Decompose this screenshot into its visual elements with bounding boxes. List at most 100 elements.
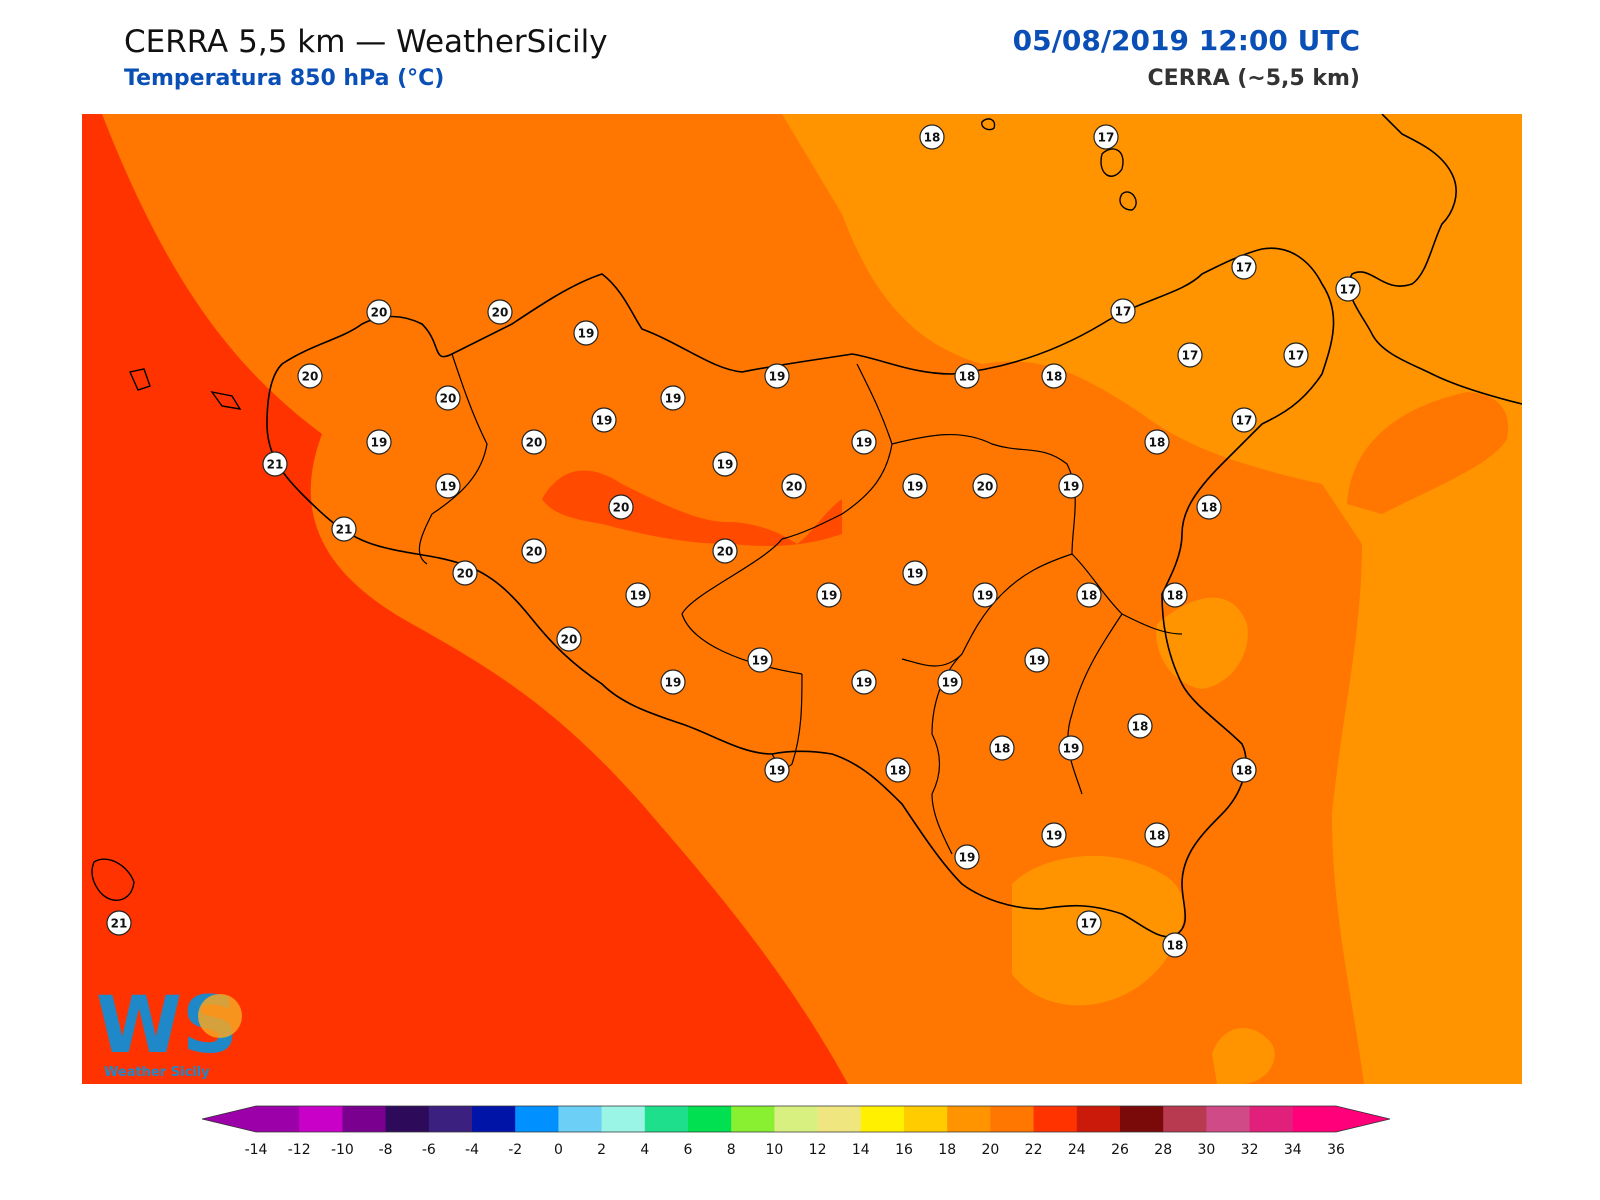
station-circle [521,538,547,564]
station-circle [106,910,132,936]
colorbar-tick-label: 12 [809,1142,827,1158]
station-marker: 17 [1110,298,1136,324]
station-circle [954,844,980,870]
station-marker: 18 [1127,713,1153,739]
station-marker: 19 [851,429,877,455]
station-value: 18 [1149,436,1166,450]
station-value: 18 [1236,764,1253,778]
colorbar-tick-label: 4 [640,1142,649,1158]
colorbar-segment [1120,1106,1164,1132]
colorbar-tick-label: -4 [465,1142,479,1158]
station-marker: 18 [1144,822,1170,848]
station-value: 18 [959,370,976,384]
station-value: 19 [371,436,388,450]
station-circle [487,299,513,325]
station-circle [902,473,928,499]
colorbar-segment [1249,1106,1294,1132]
station-circle [1177,342,1203,368]
colorbar-segment [385,1106,430,1132]
colorbar-tick-label: 10 [765,1142,783,1158]
colorbar-segment [256,1106,300,1132]
station-circle [764,363,790,389]
colorbar-tick-label: 24 [1068,1142,1086,1158]
station-circle [712,538,738,564]
station-value: 20 [492,306,509,320]
station-marker: 20 [521,429,547,455]
station-marker: 18 [1231,757,1257,783]
station-value: 19 [769,764,786,778]
station-circle [435,473,461,499]
logo-caption: Weather Sicily [104,1065,210,1080]
station-circle [366,429,392,455]
station-value: 19 [907,480,924,494]
station-circle [625,582,651,608]
colorbar-tick-label: -8 [379,1142,393,1158]
station-marker: 19 [660,385,686,411]
weathersicily-logo: WS Weather Sicily [96,981,242,1080]
station-circle [1144,429,1170,455]
station-value: 19 [596,414,613,428]
colorbar-tick-label: -10 [331,1142,354,1158]
station-marker: 20 [556,626,582,652]
aeolian-islands [981,118,1137,211]
station-circle [660,669,686,695]
station-circle [1335,276,1361,302]
station-circle [1058,735,1084,761]
station-circle [712,451,738,477]
station-circle [1058,473,1084,499]
station-circle [937,669,963,695]
station-value: 21 [336,523,353,537]
band-20-center [542,470,842,546]
station-marker: 18 [1041,363,1067,389]
station-marker: 19 [764,757,790,783]
station-marker: 17 [1335,276,1361,302]
station-marker: 19 [1024,647,1050,673]
station-circle [660,385,686,411]
station-marker: 17 [1231,407,1257,433]
band-18-sw [1212,1027,1275,1084]
station-circle [297,363,323,389]
station-marker: 18 [1162,932,1188,958]
colorbar-tick-label: 22 [1025,1142,1043,1158]
station-value: 17 [1236,414,1253,428]
colorbar-tick-label: 18 [938,1142,956,1158]
station-circle [521,429,547,455]
station-value: 19 [665,392,682,406]
station-circle [1024,647,1050,673]
colorbar-tick-label: 34 [1284,1142,1302,1158]
station-value: 19 [907,567,924,581]
station-circle [885,757,911,783]
station-value: 18 [1132,720,1149,734]
egadi-islands [129,368,242,410]
station-marker: 17 [1076,910,1102,936]
colorbar-segment [644,1106,689,1132]
colorbar-max-arrow [1336,1106,1390,1132]
station-value: 18 [1167,589,1184,603]
station-circle [608,494,634,520]
station-value: 18 [1201,501,1218,515]
station-circle [1144,822,1170,848]
station-value: 18 [1149,829,1166,843]
station-value: 19 [630,589,647,603]
station-marker: 19 [1041,822,1067,848]
sicily-coastline [266,247,1335,938]
logo-sun-icon [198,994,242,1038]
station-circle [1041,822,1067,848]
colorbar-segment [342,1106,387,1132]
colorbar-segment [904,1106,948,1132]
colorbar-segment [1076,1106,1121,1132]
band-18-catania [1156,597,1248,689]
station-marker: 19 [712,451,738,477]
station-marker: 20 [297,363,323,389]
station-circle [1076,582,1102,608]
station-circle [1127,713,1153,739]
station-circle [1162,582,1188,608]
station-circle [972,473,998,499]
station-marker: 19 [1058,735,1084,761]
colorbar-tick-label: 28 [1154,1142,1172,1158]
colorbar-segment [299,1106,343,1132]
station-marker: 17 [1177,342,1203,368]
station-marker: 20 [712,538,738,564]
station-marker: 19 [573,320,599,346]
station-value: 17 [1098,131,1115,145]
